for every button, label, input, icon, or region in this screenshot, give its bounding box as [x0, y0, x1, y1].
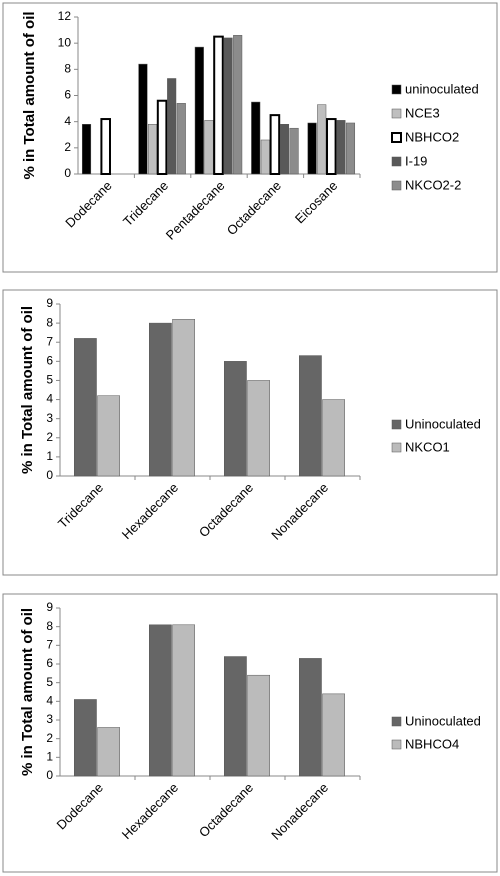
bar: [138, 63, 148, 175]
y-tick-label: 0: [46, 468, 53, 482]
bar: [279, 124, 290, 175]
legend-swatch: [391, 84, 402, 95]
y-axis-label: % in Total amount of oil: [19, 306, 36, 474]
y-tick-label: 0: [64, 166, 71, 180]
bar: [317, 104, 327, 175]
bar: [345, 122, 356, 175]
y-tick-label: 8: [46, 619, 53, 633]
bar: [167, 78, 177, 175]
y-tick-label: 3: [46, 411, 53, 425]
y-tick-label: 6: [46, 354, 53, 368]
y-axis-label: % in Total amount of oil: [21, 11, 38, 179]
legend-swatch: [391, 739, 402, 750]
bar: [224, 656, 247, 777]
bar: [176, 103, 186, 175]
y-tick-label: 5: [46, 675, 53, 689]
bar: [326, 118, 337, 176]
legend-swatch: [391, 419, 402, 430]
bar: [149, 624, 172, 777]
legend-label: NBHCO2: [405, 129, 459, 144]
bar: [233, 35, 243, 175]
bar: [224, 361, 247, 477]
bar: [251, 101, 261, 175]
y-tick-label: 9: [46, 296, 53, 310]
y-tick-label: 1: [46, 449, 53, 463]
legend-swatch: [391, 132, 402, 143]
bar: [81, 124, 92, 175]
y-axis-label: % in Total amount of oil: [19, 608, 36, 776]
bar: [172, 624, 195, 777]
bar: [299, 355, 322, 477]
legend-label: NCE3: [405, 105, 440, 120]
bar: [223, 37, 233, 175]
y-tick-label: 4: [64, 114, 71, 128]
y-tick-label: 4: [46, 392, 53, 406]
bar: [194, 46, 204, 175]
y-tick-label: 1: [46, 750, 53, 764]
y-tick-label: 12: [58, 9, 72, 23]
bar: [260, 139, 270, 175]
y-tick-label: 9: [46, 600, 53, 614]
y-tick-label: 6: [46, 656, 53, 670]
y-tick-label: 2: [46, 731, 53, 745]
bar: [149, 322, 172, 477]
bar: [307, 122, 317, 175]
y-tick-label: 2: [46, 430, 53, 444]
bar: [322, 399, 345, 477]
y-tick-label: 10: [58, 35, 72, 49]
legend-label: NBHCO4: [405, 736, 459, 751]
y-tick-label: 4: [46, 694, 53, 708]
legend-swatch: [391, 442, 402, 453]
legend-label: Uninoculated: [405, 713, 481, 728]
y-tick-label: 3: [46, 712, 53, 726]
legend-swatch: [391, 108, 402, 119]
y-tick-label: 8: [64, 62, 71, 76]
legend-label: NKCO2-2: [405, 177, 461, 192]
bar: [74, 338, 97, 477]
bar: [156, 99, 168, 175]
y-tick-label: 7: [46, 334, 53, 348]
bar: [322, 693, 345, 777]
y-tick-label: 6: [64, 88, 71, 102]
bar: [289, 127, 299, 175]
y-tick-label: 0: [46, 768, 53, 782]
legend-swatch: [391, 716, 402, 727]
legend-swatch: [391, 180, 402, 191]
y-tick-label: 5: [46, 373, 53, 387]
bar: [147, 124, 158, 175]
bar: [299, 658, 322, 777]
bar: [100, 118, 111, 176]
legend-label: I-19: [405, 153, 427, 168]
legend-label: Uninoculated: [405, 416, 481, 431]
legend-label: NKCO1: [405, 439, 450, 454]
bar: [172, 319, 195, 477]
bar: [97, 395, 120, 477]
legend-label: uninoculated: [405, 81, 479, 96]
bar: [204, 120, 214, 175]
bar: [247, 380, 270, 477]
bar: [97, 727, 120, 777]
bar: [213, 35, 224, 175]
legend-swatch: [391, 156, 402, 167]
bar: [336, 120, 346, 175]
y-tick-label: 8: [46, 315, 53, 329]
y-tick-label: 2: [64, 140, 71, 154]
bar: [247, 674, 270, 777]
y-tick-label: 7: [46, 638, 53, 652]
bar: [269, 114, 281, 175]
bar: [74, 699, 97, 777]
